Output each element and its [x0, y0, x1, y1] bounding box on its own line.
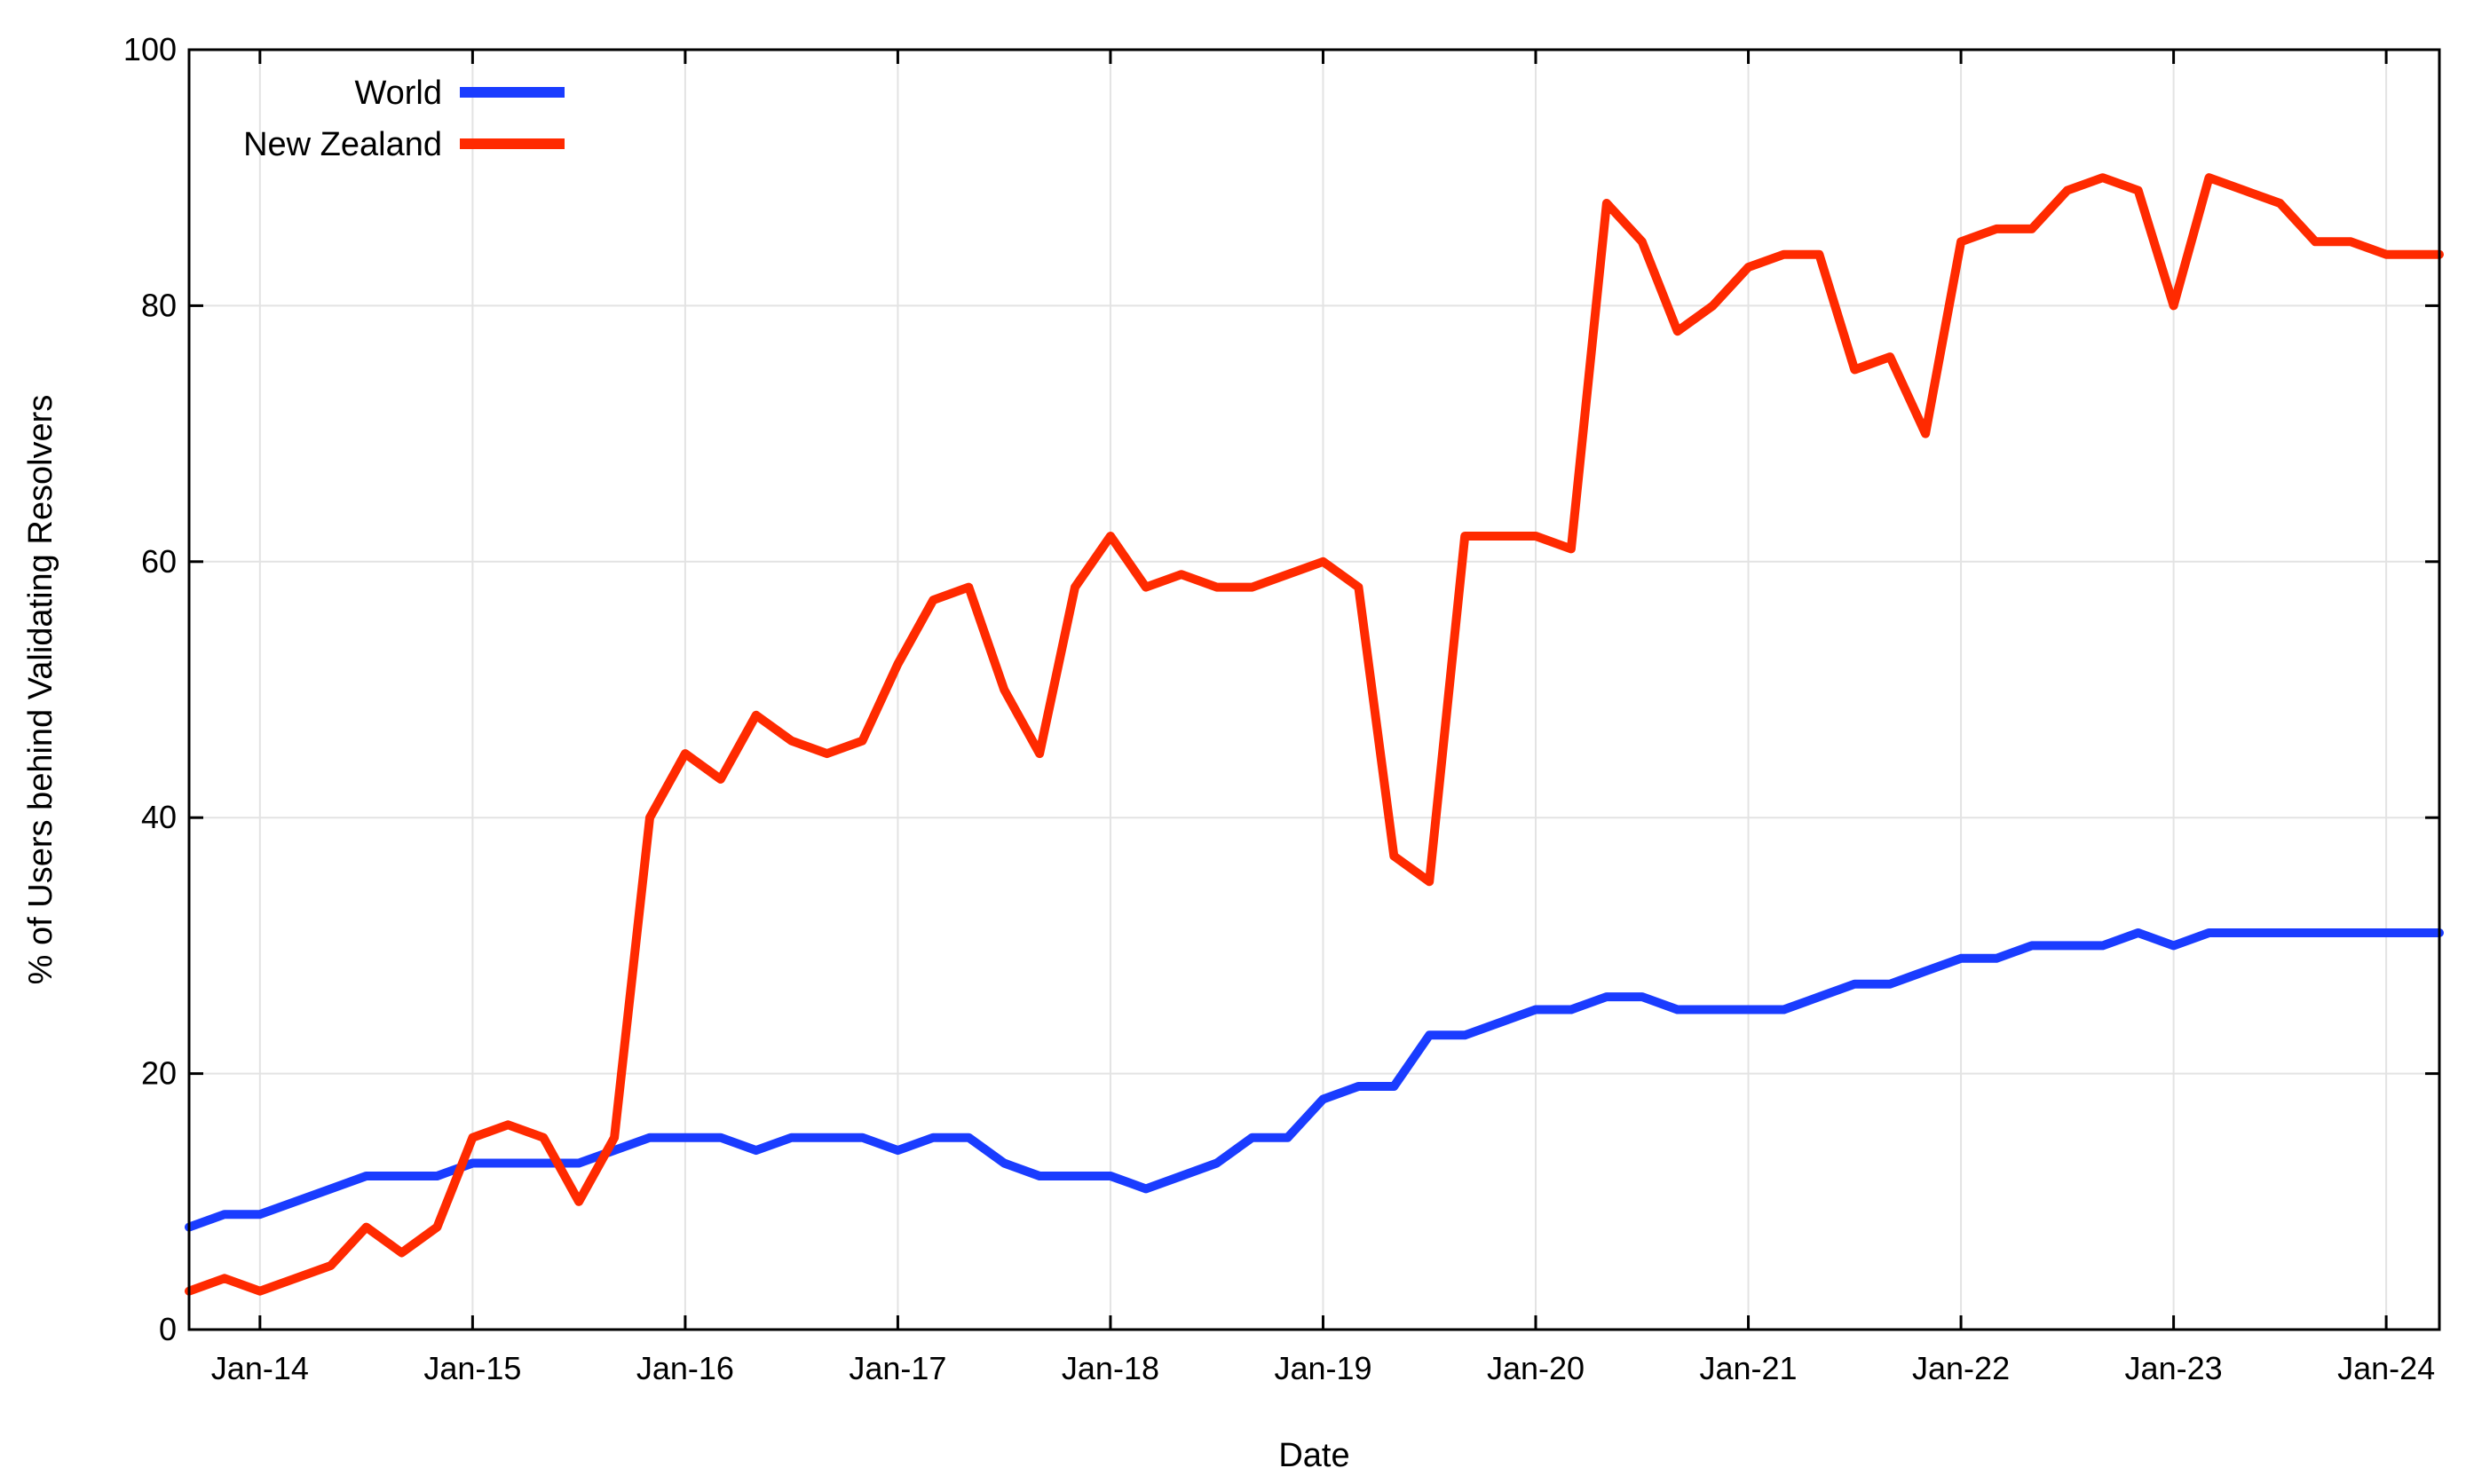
x-tick-label: Jan-14 — [211, 1350, 309, 1386]
y-tick-label: 100 — [123, 31, 177, 67]
legend: World New Zealand — [243, 75, 565, 163]
x-tick-label: Jan-19 — [1274, 1350, 1371, 1386]
plot-frame — [187, 48, 2441, 1331]
x-tick-label: Jan-17 — [849, 1350, 946, 1386]
x-tick-label: Jan-20 — [1487, 1350, 1585, 1386]
legend-label: New Zealand — [243, 126, 442, 163]
y-tick-label: 20 — [141, 1055, 177, 1092]
y-tick-label: 0 — [159, 1311, 177, 1347]
y-axis-title: % of Users behind Validating Resolvers — [22, 395, 59, 985]
legend-label: World — [354, 75, 442, 112]
x-tick-label: Jan-22 — [1912, 1350, 2010, 1386]
axis-ticks: 0 20 40 60 80 100 Jan-14 Jan-15 Jan-16 Jan-17 Jan-… — [123, 31, 2439, 1386]
series-lines — [185, 173, 2444, 1296]
series-line-new-zealand — [185, 173, 2444, 1296]
x-axis-title: Date — [1278, 1437, 1349, 1474]
x-tick-label: Jan-16 — [636, 1350, 734, 1386]
x-tick-label: Jan-23 — [2125, 1350, 2223, 1386]
x-tick-label: Jan-18 — [1062, 1350, 1159, 1386]
series-line-world — [185, 928, 2444, 1232]
y-tick-label: 80 — [141, 287, 177, 323]
y-tick-label: 40 — [141, 799, 177, 835]
x-tick-label: Jan-15 — [423, 1350, 521, 1386]
x-tick-label: Jan-21 — [1699, 1350, 1797, 1386]
y-tick-label: 60 — [141, 543, 177, 580]
x-tick-label: Jan-24 — [2337, 1350, 2435, 1386]
